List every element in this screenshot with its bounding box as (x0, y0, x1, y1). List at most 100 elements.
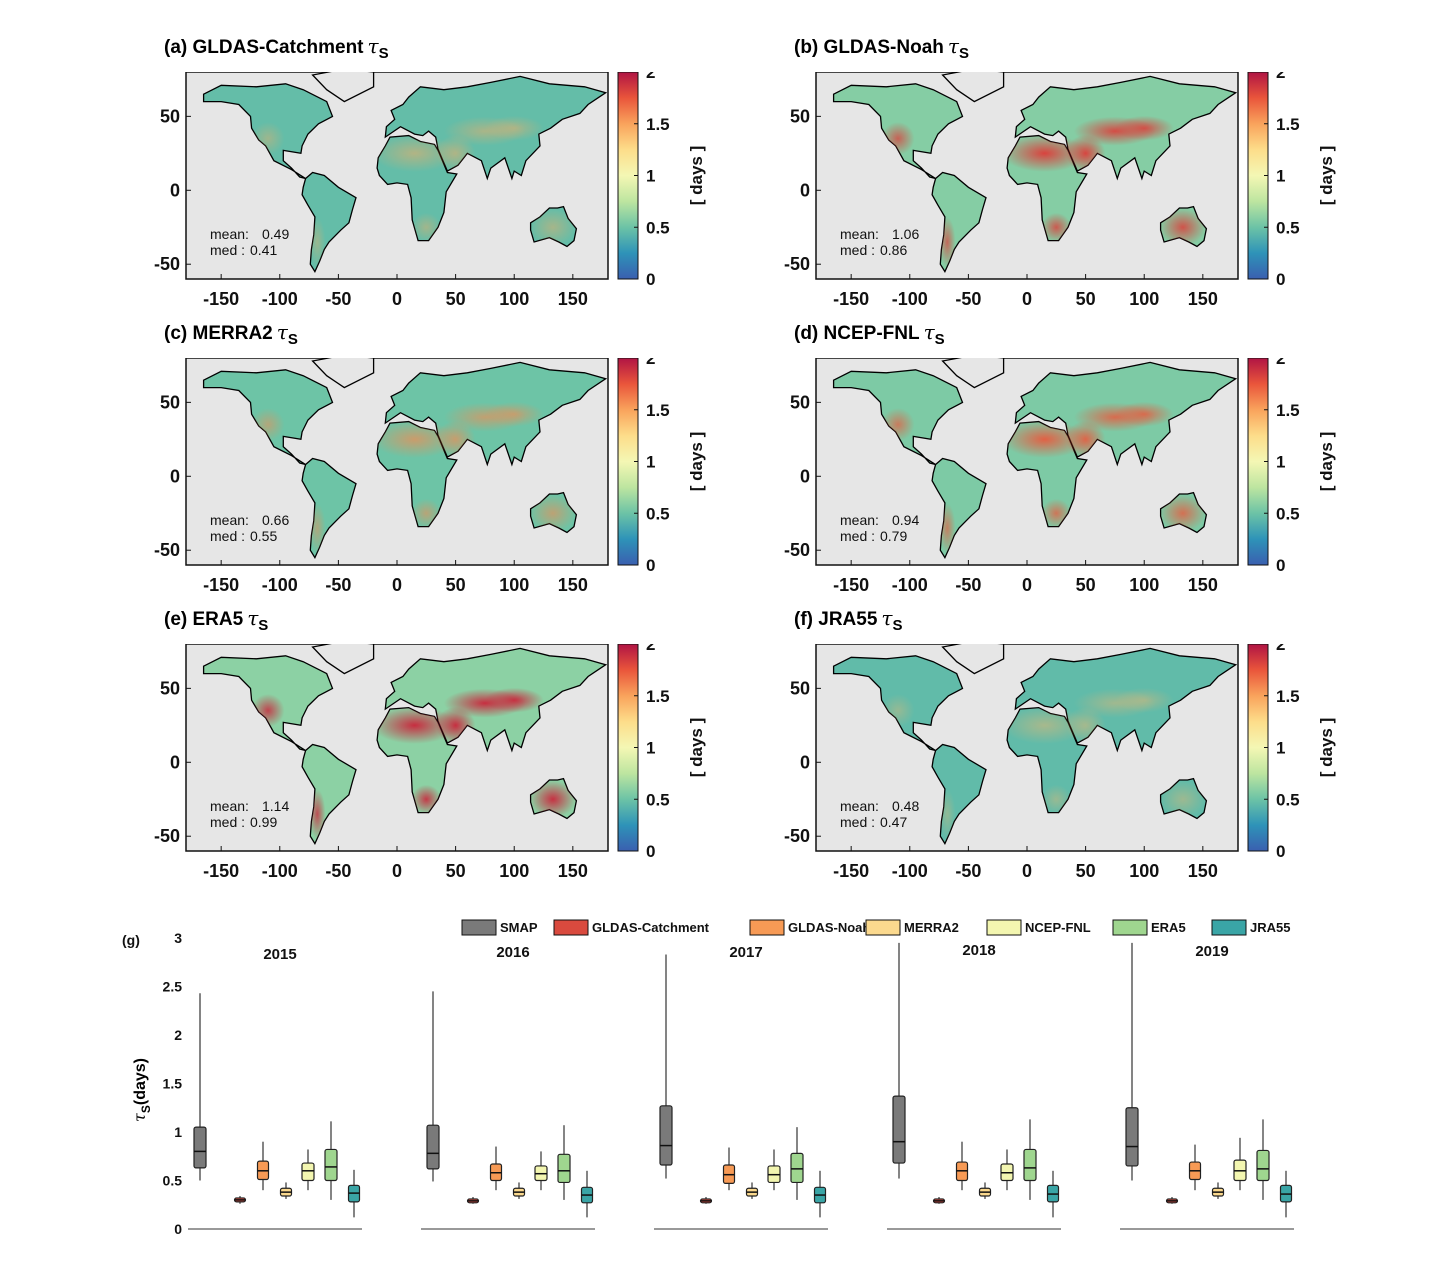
box-NCEP-FNL (1233, 1159, 1247, 1182)
boxplot-y-tick-label: 2.5 (163, 979, 183, 995)
map-x-tick-label: 150 (558, 575, 588, 595)
boxplot-group-2018: 2018 (887, 942, 1061, 1230)
map-x-tick-label: 0 (392, 575, 402, 595)
tau-subscript: S (934, 331, 945, 348)
boxplot-year-label: 2017 (729, 944, 762, 961)
map-y-tick-label: -50 (154, 254, 180, 274)
colorbar-tick-label: 0.5 (646, 218, 670, 237)
boxplot-panel-label: (g) (122, 932, 140, 948)
tau-subscript: S (258, 617, 269, 634)
map-y-tick-label: 0 (170, 752, 180, 772)
map-title: (c) MERRA2 τS (164, 320, 298, 348)
boxplot-groups: 2015 2016 2017 2018 2019 (188, 942, 1294, 1230)
map-x-tick-label: 150 (1188, 289, 1218, 309)
map-panel-4: (d) NCEP-FNL τS -150 -100 -50 0 50 100 150 50 0-… (756, 320, 1346, 633)
box-MERRA2 (745, 1187, 759, 1197)
colorbar-tick-label: 1 (646, 453, 655, 472)
colorbar-tick-label: 1 (1276, 167, 1285, 186)
map-x-tick-label: 50 (446, 861, 466, 881)
mean-value: 0.66 (262, 512, 289, 528)
map-title-label: (c) MERRA2 (164, 323, 273, 344)
colorbar-tick-label: 1.5 (1276, 115, 1300, 134)
tau-subscript: S (378, 45, 389, 62)
boxplot-y-tick-label: 0.5 (163, 1173, 183, 1189)
hotspot (529, 494, 576, 532)
colorbar-tick-label: 2 (1276, 72, 1285, 82)
map-x-tick-label: -50 (955, 289, 981, 309)
map-figure: -150 -100 -50 0 50 100 150 50 0 -50 mean: 1.06 m… (784, 63, 1336, 309)
map-x-tick-label: 0 (1022, 861, 1032, 881)
legend-swatch (553, 919, 589, 936)
boxplot-year-label: 2018 (962, 942, 995, 959)
colorbar: 2 1.5 1 0.5 0 [ days ] (617, 349, 706, 575)
colorbar-tick-label: 2 (646, 358, 655, 368)
colorbar-tick-label: 0 (646, 270, 655, 289)
box-GLDAS-Catchment (699, 1198, 713, 1204)
colorbar-tick-label: 0.5 (1276, 790, 1300, 809)
mean-value: 1.06 (892, 226, 919, 242)
land-layer (832, 68, 1238, 273)
map-y-tick-label: 50 (160, 106, 180, 126)
box-GLDAS-Catchment (233, 1197, 247, 1203)
box-GLDAS-Noah (955, 1161, 969, 1182)
boxplot-year-label: 2019 (1195, 943, 1228, 960)
map-panel-1: (a) GLDAS-Catchment τS -150 -100 -50 0 50 100 1… (126, 34, 716, 347)
map-figure: -150 -100 -50 0 50 100 150 50 0 -50 mean: 0.94 m… (784, 349, 1336, 595)
median-value: 0.79 (880, 528, 907, 544)
colorbar-label: [ days ] (1317, 432, 1336, 492)
map-x-tick-label: 50 (1076, 861, 1096, 881)
colorbar-tick-label: 1 (1276, 453, 1285, 472)
map-title-label: (d) NCEP-FNL (794, 323, 920, 344)
map-x-ticks: -150 -100 -50 0 50 100 150 (203, 274, 588, 309)
colorbar-tick-label: 0 (646, 556, 655, 575)
boxplot-y-tick-label: 3 (174, 930, 182, 946)
map-x-tick-label: 100 (1129, 575, 1159, 595)
map-x-tick-label: 150 (558, 289, 588, 309)
colorbar-tick-label: 0.5 (1276, 504, 1300, 523)
legend-label: JRA55 (1250, 920, 1290, 935)
boxplot-year-label: 2015 (263, 946, 296, 963)
mean-value: 0.94 (892, 512, 919, 528)
map-x-tick-label: -50 (325, 289, 351, 309)
map-x-tick-label: 50 (1076, 289, 1096, 309)
map-title-label: (e) ERA5 (164, 609, 244, 630)
map-x-tick-label: -100 (892, 575, 928, 595)
legend-swatch (1211, 919, 1247, 936)
colorbar-tick-label: 2 (1276, 358, 1285, 368)
mean-value: 0.48 (892, 798, 919, 814)
land-layer (202, 68, 608, 273)
map-figure: -150 -100 -50 0 50 100 150 50 0 -50 mean: 1.14 m… (154, 635, 706, 881)
tau-subscript: S (892, 617, 903, 634)
legend-swatch (1112, 919, 1148, 936)
boxplot-legend: SMAP GLDAS-Catchment GLDAS-Noah MERRA2 NCEP-… (461, 919, 1290, 936)
map-x-tick-label: 100 (499, 861, 529, 881)
map-figure: -150 -100 -50 0 50 100 150 50 0 -50 mean: 0.48 m… (784, 635, 1336, 881)
median-value: 0.99 (250, 814, 277, 830)
box-JRA55 (580, 1186, 594, 1204)
map-x-tick-label: -50 (325, 575, 351, 595)
colorbar-tick-label: 1.5 (646, 115, 670, 134)
median-label: med : (210, 242, 245, 258)
map-x-tick-label: -150 (203, 289, 239, 309)
median-label: med : (840, 242, 875, 258)
land-layer (832, 640, 1238, 845)
map-x-tick-label: 100 (499, 575, 529, 595)
ylabel-unit: (days) (132, 1058, 149, 1105)
map-y-ticks: 50 0 -50 (154, 106, 191, 274)
boxplot-y-tick-label: 2 (174, 1027, 182, 1043)
map-x-tick-label: -50 (955, 575, 981, 595)
colorbar-tick-label: 1 (646, 739, 655, 758)
boxplot-group-2017: 2017 (654, 944, 828, 1230)
median-value: 0.55 (250, 528, 277, 544)
tau-symbol: τ (947, 34, 959, 58)
map-x-tick-label: 150 (1188, 861, 1218, 881)
colorbar-tick-label: 0 (1276, 842, 1285, 861)
median-label: med : (840, 814, 875, 830)
map-y-tick-label: 50 (790, 678, 810, 698)
hotspot (1159, 780, 1206, 818)
box-NCEP-FNL (1000, 1163, 1014, 1182)
map-y-ticks: 50 0 -50 (154, 678, 191, 846)
box-GLDAS-Noah (722, 1164, 736, 1185)
map-x-tick-label: -100 (892, 289, 928, 309)
map-x-tick-label: -100 (262, 575, 298, 595)
